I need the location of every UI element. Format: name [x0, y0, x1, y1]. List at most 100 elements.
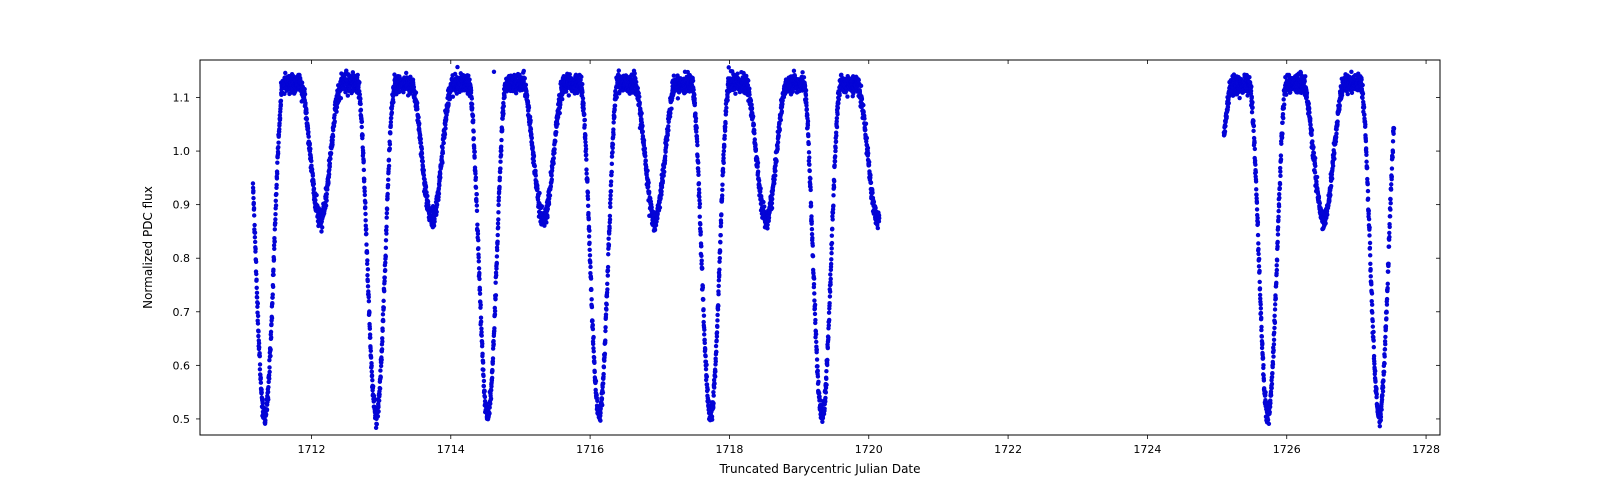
data-point: [251, 181, 255, 185]
data-point: [641, 129, 645, 133]
data-point: [866, 146, 870, 150]
data-point: [1275, 268, 1279, 272]
data-point: [604, 312, 608, 316]
data-point: [581, 96, 585, 100]
data-point: [473, 171, 477, 175]
data-point: [270, 301, 274, 305]
data-point: [1263, 390, 1267, 394]
data-point: [715, 334, 719, 338]
data-point: [1279, 142, 1283, 146]
data-point: [278, 116, 282, 120]
data-point: [776, 140, 780, 144]
data-point: [254, 272, 258, 276]
data-point: [320, 225, 324, 229]
data-point: [723, 129, 727, 133]
data-point: [490, 369, 494, 373]
data-point: [313, 198, 317, 202]
data-point: [666, 133, 670, 137]
data-point: [260, 401, 264, 405]
data-point: [812, 291, 816, 295]
data-point: [712, 382, 716, 386]
data-point: [1271, 354, 1275, 358]
data-point: [710, 417, 714, 421]
data-point: [1273, 302, 1277, 306]
data-point: [693, 101, 697, 105]
data-point: [806, 134, 810, 138]
x-axis-label: Truncated Barycentric Julian Date: [718, 462, 920, 476]
data-point: [300, 80, 304, 84]
data-point: [829, 277, 833, 281]
data-point: [567, 93, 571, 97]
data-point: [480, 333, 484, 337]
data-point: [716, 292, 720, 296]
data-point: [276, 151, 280, 155]
data-point: [271, 267, 275, 271]
data-point: [715, 330, 719, 334]
data-point: [471, 118, 475, 122]
data-point: [723, 121, 727, 125]
data-point: [1223, 124, 1227, 128]
data-point: [761, 200, 765, 204]
data-point: [552, 147, 556, 151]
data-point: [253, 235, 257, 239]
data-point: [389, 120, 393, 124]
data-point: [605, 282, 609, 286]
data-point: [615, 95, 619, 99]
data-point: [770, 201, 774, 205]
data-point: [827, 323, 831, 327]
data-point: [587, 225, 591, 229]
data-point: [752, 131, 756, 135]
data-point: [1276, 215, 1280, 219]
data-point: [714, 344, 718, 348]
data-point: [1271, 362, 1275, 366]
data-point: [388, 142, 392, 146]
x-tick-label: 1728: [1412, 443, 1440, 456]
data-point: [803, 84, 807, 88]
data-point: [653, 228, 657, 232]
data-point: [357, 80, 361, 84]
data-point: [1272, 342, 1276, 346]
data-point: [727, 65, 731, 69]
data-point: [717, 268, 721, 272]
data-point: [696, 160, 700, 164]
data-point: [724, 110, 728, 114]
data-point: [368, 335, 372, 339]
data-point: [420, 147, 424, 151]
data-point: [251, 189, 255, 193]
chart-container: 1712171417161718172017221724172617280.50…: [0, 0, 1600, 500]
data-point: [827, 318, 831, 322]
data-point: [589, 276, 593, 280]
x-tick-label: 1720: [855, 443, 883, 456]
data-point: [311, 173, 315, 177]
data-point: [676, 96, 680, 100]
data-point: [1270, 382, 1274, 386]
data-point: [1252, 141, 1256, 145]
data-point: [583, 118, 587, 122]
data-point: [806, 119, 810, 123]
data-point: [1272, 326, 1276, 330]
data-point: [273, 217, 277, 221]
data-point: [1274, 281, 1278, 285]
data-point: [1277, 204, 1281, 208]
data-point: [302, 87, 306, 91]
data-point: [266, 390, 270, 394]
data-point: [1275, 258, 1279, 262]
data-point: [805, 107, 809, 111]
data-point: [267, 370, 271, 374]
data-point: [715, 325, 719, 329]
data-point: [441, 151, 445, 155]
data-point: [609, 179, 613, 183]
data-point: [269, 330, 273, 334]
data-point: [699, 254, 703, 258]
data-point: [255, 295, 259, 299]
data-point: [1254, 179, 1258, 183]
data-point: [694, 126, 698, 130]
data-point: [415, 101, 419, 105]
data-point: [869, 180, 873, 184]
data-point: [778, 128, 782, 132]
data-point: [835, 112, 839, 116]
data-point: [330, 142, 334, 146]
x-tick-label: 1726: [1273, 443, 1301, 456]
data-point: [722, 144, 726, 148]
light-curve-scatter-plot: 1712171417161718172017221724172617280.50…: [0, 0, 1600, 500]
